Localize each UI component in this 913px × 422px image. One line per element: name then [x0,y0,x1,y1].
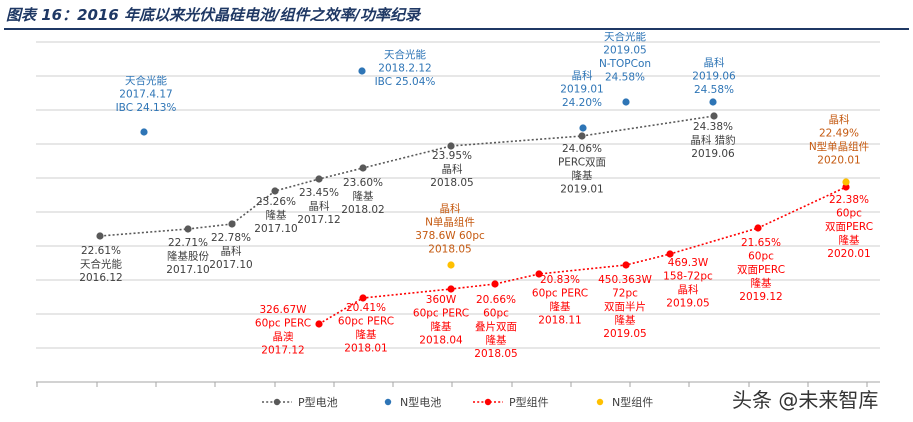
p-module-point [315,320,323,328]
p-module-point [491,280,499,288]
p-cell-point [271,187,279,195]
p-module-data-label: 326.67W 60pc PERC 晶澳 2017.12 [255,304,311,357]
p-module-data-label: 469.3W 158-72pc 晶科 2019.05 [663,257,713,310]
n-cell-point [622,98,630,106]
legend-label: N型组件 [612,395,653,409]
p-cell-point [228,220,236,228]
efficiency-record-chart: 22.61%天合光能 2016.12 22.71%隆基股份 2017.1022.78%… [36,32,880,409]
p-cell-data-label: 23.95%晶科 2018.05 [430,150,473,189]
p-cell-point [359,164,367,172]
p-cell-data-label: 23.60%隆基 2018.02 [341,177,384,216]
n-cell-data-label: 晶科 2019.01 24.20% [560,69,603,109]
legend-marker [273,398,281,406]
legend-marker [384,398,392,406]
p-cell-point [578,132,586,140]
watermark: 头条 @未来智库 [732,388,879,412]
p-cell-point [447,142,455,150]
p-module-data-label: 20.66% 60pc 叠片双面隆基 2018.05 [474,294,517,360]
p-cell-data-label: 22.78%晶科 2017.10 [209,232,252,271]
n-module-point [842,178,850,186]
n-module-data-label: 晶科 N单晶组件 378.6W 60pc 2018.05 [415,202,485,256]
p-module-data-label: 21.65% 60pc 双面PERC 隆基 2019.12 [737,237,785,303]
p-module-data-label: 450.363W 72pc 双面半片隆基 2019.05 [598,274,652,340]
p-cell-point [315,175,323,183]
p-module-data-label: 22.38% 60pc 双面PERC 隆基 2020.01 [825,194,873,260]
p-cell-point [710,112,718,120]
legend-marker [596,398,604,406]
p-module-point [447,285,455,293]
n-cell-data-label: 晶科 2019.06 24.58% [692,56,736,96]
p-module-data-label: 20.83% 60pc PERC 隆基 2018.11 [532,274,588,327]
n-cell-data-label: 天合光能 2017.4.17 IBC 24.13% [116,74,177,114]
p-module-point [666,250,674,258]
n-module-point [447,261,455,269]
p-cell-data-label: 23.45%晶科 2017.12 [297,187,340,226]
p-cell-data-label: 24.38%晶科 猎豹 2019.06 [690,121,735,160]
legend-label: N型电池 [400,395,441,409]
p-module-data-label: 20.41% 60pc PERC 隆基 2018.01 [338,302,394,355]
legend-marker [484,398,492,406]
p-cell-data-label: 23.26%隆基 2017.10 [254,196,297,235]
p-cell-point [184,225,192,233]
n-cell-data-label: 天合光能 2018.2.12 IBC 25.04% [375,48,436,88]
n-cell-point [140,128,148,136]
p-module-point [622,261,630,269]
title-divider [4,28,909,30]
p-cell-data-label: 22.61%天合光能 2016.12 [79,245,122,284]
legend-label: P型电池 [298,395,338,409]
p-cell-data-label: 22.71%隆基股份 2017.10 [166,237,209,276]
p-module-point [535,270,543,278]
p-cell-series-line [99,115,715,237]
n-cell-point [579,124,587,132]
n-cell-data-label: 天合光能 2019.05 N-TOPCon 24.58% [599,32,651,84]
p-module-point [754,224,762,232]
p-module-point [359,294,367,302]
p-cell-data-label: 24.06% PERC双面隆基 2019.01 [558,143,606,196]
legend-label: P型组件 [509,395,549,409]
n-module-data-label: 晶科 22.49% N型单晶组件 2020.01 [809,113,869,167]
p-module-data-label: 360W 60pc PERC 隆基 2018.04 [413,294,469,347]
p-cell-point [96,232,104,240]
n-cell-point [709,98,717,106]
p-module-point [842,183,850,191]
p-module-series-line [318,186,847,325]
chart-title: 图表 16：2016 年底以来光伏晶硅电池/组件之效率/功率纪录 [6,6,421,24]
n-cell-point [358,67,366,75]
